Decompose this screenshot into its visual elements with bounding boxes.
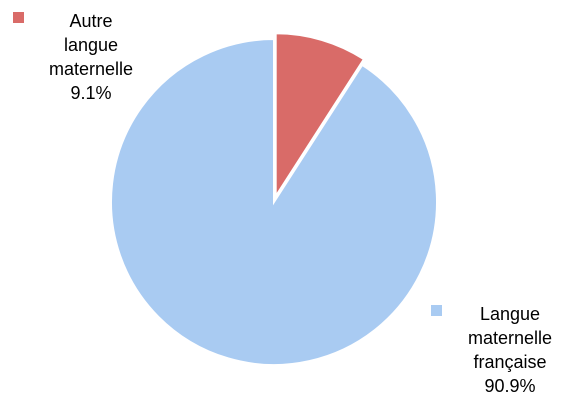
slice-value-label: 90.9% <box>484 376 536 396</box>
slice-label-autre-langue-maternelle: Autre langue maternelle 9.1% <box>36 9 146 105</box>
slice-label-line: Langue <box>479 304 541 324</box>
slice-value-label: 9.1% <box>70 83 112 103</box>
slice-label-line: maternelle <box>48 59 134 79</box>
slice-label-line: langue <box>63 35 119 55</box>
legend-swatch-autre-langue-maternelle <box>13 12 24 23</box>
pie-slice-langue-maternelle-francaise <box>110 37 438 366</box>
pie-slice-autre-langue-maternelle <box>274 32 366 200</box>
slice-label-line: Autre <box>69 11 113 31</box>
slice-label-line: française <box>473 352 547 372</box>
slice-label-line: maternelle <box>467 328 553 348</box>
legend-swatch-langue-maternelle-francaise <box>431 305 442 316</box>
slice-label-langue-maternelle-francaise: Langue maternelle française 90.9% <box>450 302 568 398</box>
